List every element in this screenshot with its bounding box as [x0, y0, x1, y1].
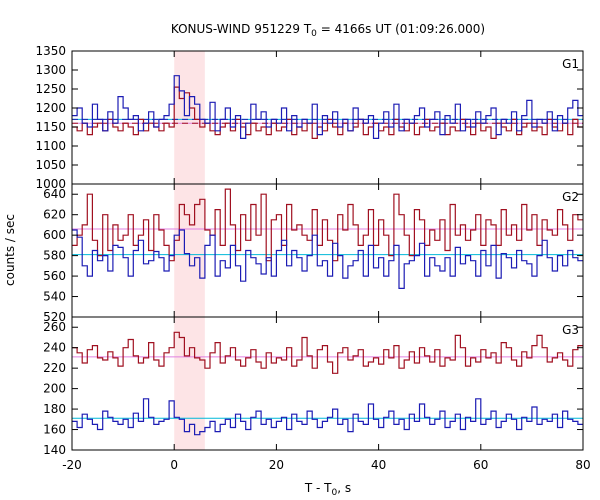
y-tick-label: 220: [43, 361, 66, 375]
panel-g3: 140 160 180 200 220 240 260 G3: [43, 316, 584, 457]
series-series_a: [72, 75, 583, 139]
y-tick-label: 180: [43, 402, 66, 416]
y-tick-label: 140: [43, 443, 66, 457]
series-series_a: [72, 229, 583, 289]
y-axis-label: counts / sec: [3, 214, 17, 286]
panel-frame: [71, 316, 584, 451]
y-tick-label: 520: [43, 310, 66, 324]
y-tick-label: 580: [43, 249, 66, 263]
x-tick-label: -20: [62, 458, 82, 472]
y-tick-label: 1050: [35, 158, 66, 172]
y-tick-label: 1200: [35, 101, 66, 115]
y-tick-label: 240: [43, 341, 66, 355]
panel-g1: 1000 1050 1100 1150 1200 1250 1300 1350 G1: [35, 44, 584, 191]
y-tick-label: 640: [43, 187, 66, 201]
x-tick-label: 40: [371, 458, 386, 472]
x-tick-label: 20: [269, 458, 284, 472]
x-axis-label: T - T0, s: [304, 481, 351, 498]
panel-label: G3: [562, 323, 579, 337]
y-tick-label: 620: [43, 208, 66, 222]
y-tick-label: 540: [43, 290, 66, 304]
y-tick-label: 560: [43, 269, 66, 283]
x-tick-label: 80: [575, 458, 590, 472]
chart-title: KONUS-WIND 951229 T0 = 4166s UT (01:09:2…: [171, 22, 485, 39]
series-series_b: [72, 331, 583, 374]
y-tick-label: 600: [43, 228, 66, 242]
chart-panels: 1000 1050 1100 1150 1200 1250 1300 1350 G1 520 540…: [35, 44, 590, 472]
y-tick-label: 1350: [35, 44, 66, 58]
y-tick-label: 1250: [35, 82, 66, 96]
series-series_b: [72, 188, 583, 262]
y-tick-label: 1000: [35, 177, 66, 191]
series-series_a: [72, 398, 583, 436]
x-tick-label: 60: [473, 458, 488, 472]
y-tick-label: 1300: [35, 63, 66, 77]
x-tick-label: 0: [170, 458, 178, 472]
y-tick-label: 1100: [35, 139, 66, 153]
y-tick-label: 260: [43, 320, 66, 334]
y-tick-label: 160: [43, 423, 66, 437]
panel-g2: 520 540 560 580 600 620 640 G2: [43, 183, 584, 324]
panel-label: G2: [562, 190, 579, 204]
panel-label: G1: [562, 57, 579, 71]
y-tick-label: 1150: [35, 120, 66, 134]
y-tick-label: 200: [43, 382, 66, 396]
